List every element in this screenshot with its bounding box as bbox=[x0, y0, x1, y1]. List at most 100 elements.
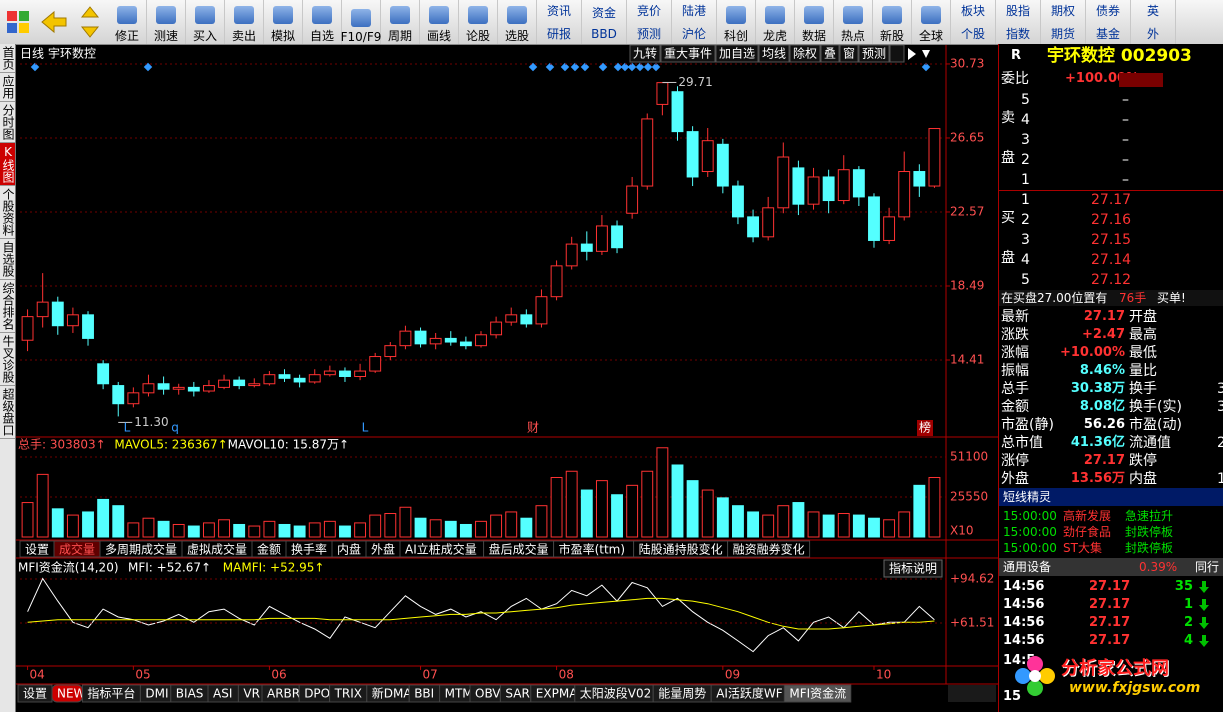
header-button[interactable] bbox=[660, 44, 716, 63]
toolbar-button[interactable]: 竞价 预测 bbox=[627, 0, 672, 44]
volume-bar bbox=[339, 525, 351, 538]
toolbar-button[interactable]: 陆港 沪伦 bbox=[672, 0, 717, 44]
volume-bar bbox=[913, 484, 926, 538]
toolbar-button[interactable]: 修正 bbox=[108, 0, 147, 44]
candle-body bbox=[777, 156, 790, 209]
side-tab[interactable]: 超级盘口 bbox=[0, 386, 15, 439]
header-button[interactable] bbox=[858, 44, 890, 63]
toolbar-button[interactable]: 自选 bbox=[303, 0, 342, 44]
toolbar-button[interactable]: 周期 bbox=[381, 0, 420, 44]
info-marker bbox=[30, 62, 40, 72]
candle-body bbox=[354, 370, 367, 378]
side-tab[interactable]: K线图 bbox=[0, 143, 15, 186]
background bbox=[16, 44, 998, 712]
toolbar-button[interactable]: 债券 基金 bbox=[1086, 0, 1131, 44]
indicator-tab-label: BIAS bbox=[176, 687, 204, 701]
stat-row: 最新 27.17 开盘 bbox=[999, 308, 1223, 326]
volume-bar bbox=[762, 514, 775, 538]
candle-body bbox=[202, 385, 215, 392]
stat-row: 涨幅 +10.00% 最低 bbox=[999, 344, 1223, 362]
side-tab[interactable]: 自选股 bbox=[0, 239, 15, 280]
toolbar-button[interactable]: 科创 bbox=[717, 0, 756, 44]
candle-body bbox=[686, 131, 699, 178]
toolbar-button[interactable]: 龙虎 bbox=[756, 0, 795, 44]
ask-label: 卖 bbox=[1001, 110, 1015, 126]
toolbar-button[interactable]: 新股 bbox=[873, 0, 912, 44]
toolbar-button[interactable]: 热点 bbox=[834, 0, 873, 44]
header-button[interactable] bbox=[715, 44, 759, 63]
tick-row: 14:56 27.17 35 bbox=[999, 578, 1223, 596]
volume-tab-label: 换手率 bbox=[291, 542, 327, 557]
stat-row: 振幅 8.46% 量比 bbox=[999, 362, 1223, 380]
volume-bar bbox=[550, 477, 563, 538]
side-tab[interactable]: 个股资料 bbox=[0, 186, 15, 239]
side-tabs: 首页 应用 分时图 K线图 个股资料 自选股 综合排名 牛叉诊股 超级盘口 bbox=[0, 44, 16, 712]
indicator-tab-label: NEW bbox=[57, 687, 86, 701]
stat-value: 27.17 bbox=[1083, 309, 1125, 324]
header-button[interactable] bbox=[820, 44, 840, 63]
toolbar-button[interactable]: 股指 指数 bbox=[996, 0, 1041, 44]
header-button[interactable] bbox=[629, 44, 661, 63]
toolbar-label: 期权 bbox=[1050, 4, 1075, 18]
toolbar-button[interactable]: 资讯 研报 bbox=[537, 0, 582, 44]
stock-name: 宇环数控 bbox=[48, 46, 96, 61]
toolbar-button[interactable]: 画线 bbox=[420, 0, 459, 44]
toolbar-icon bbox=[921, 6, 941, 24]
candle-body bbox=[157, 383, 170, 390]
volume-bar bbox=[263, 520, 276, 538]
header-button[interactable] bbox=[758, 44, 790, 63]
candle-body bbox=[792, 167, 805, 205]
toolbar-button[interactable]: 买入 bbox=[186, 0, 225, 44]
toolbar-button[interactable]: 全球 bbox=[912, 0, 951, 44]
toolbar-button[interactable]: 模拟 bbox=[264, 0, 303, 44]
volume-bar bbox=[490, 514, 503, 538]
toolbar-button[interactable]: 板块 个股 bbox=[951, 0, 996, 44]
x-tick-label: 06 bbox=[271, 668, 286, 682]
toolbar-button[interactable]: 选股 bbox=[498, 0, 537, 44]
ask-row: 5– bbox=[999, 90, 1223, 110]
indicator-tab-label: MFI资金流 bbox=[789, 686, 846, 701]
toolbar-button[interactable]: 数据 bbox=[795, 0, 834, 44]
toolbar-button[interactable]: 期权 期货 bbox=[1041, 0, 1086, 44]
volume-bar bbox=[686, 480, 699, 538]
stat-row: 市盈(静) 56.26 市盈(动) bbox=[999, 416, 1223, 434]
x-tick-label: 10 bbox=[876, 668, 891, 682]
updown-icon[interactable] bbox=[73, 2, 107, 42]
ask-price: – bbox=[1122, 132, 1129, 148]
header-button[interactable] bbox=[789, 44, 821, 63]
volume-tab-label: 设置 bbox=[25, 543, 49, 557]
bid-label: 买 bbox=[1001, 210, 1015, 226]
candle-body bbox=[641, 118, 654, 187]
side-tab[interactable]: 综合排名 bbox=[0, 280, 15, 333]
side-tab[interactable]: 首页 bbox=[0, 44, 15, 73]
stat-row: 涨跌 +2.47 最高 bbox=[999, 326, 1223, 344]
volume-tab[interactable] bbox=[727, 540, 811, 558]
back-icon[interactable] bbox=[37, 2, 71, 42]
toolbar-button[interactable]: 英外 bbox=[1131, 0, 1176, 44]
toolbar-button[interactable]: 资金 BBD bbox=[582, 0, 627, 44]
toolbar-button[interactable]: F10/F9 bbox=[341, 0, 381, 44]
indicator-tab[interactable] bbox=[783, 684, 852, 703]
header-button-label: 叠 bbox=[824, 47, 836, 61]
header-button-label: 重大事件 bbox=[664, 47, 712, 61]
ask-label: 盘 bbox=[1001, 150, 1015, 166]
header-button[interactable] bbox=[839, 44, 859, 63]
order-note-qty: 76手 bbox=[1119, 291, 1147, 305]
volume-bar bbox=[475, 520, 487, 538]
toolbar-button[interactable]: 测速 bbox=[147, 0, 186, 44]
toolbar-label: 新股 bbox=[879, 29, 904, 43]
volume-bar bbox=[868, 517, 880, 538]
bid-row: 4 27.14 bbox=[999, 250, 1223, 270]
stat-label: 最低 bbox=[1129, 345, 1157, 361]
toolbar-button[interactable]: 卖出 bbox=[225, 0, 264, 44]
help-button[interactable] bbox=[883, 559, 943, 578]
candle-body bbox=[565, 243, 578, 267]
side-tab[interactable]: 牛叉诊股 bbox=[0, 333, 15, 386]
title-row: R 宇环数控 002903 bbox=[999, 44, 1223, 68]
toolbar-button[interactable]: 论股 bbox=[459, 0, 498, 44]
bid-label: 买 bbox=[999, 208, 1223, 228]
side-tab[interactable]: 应用 bbox=[0, 73, 15, 102]
side-tab[interactable]: 分时图 bbox=[0, 102, 15, 143]
menu-icon[interactable] bbox=[1, 2, 35, 42]
